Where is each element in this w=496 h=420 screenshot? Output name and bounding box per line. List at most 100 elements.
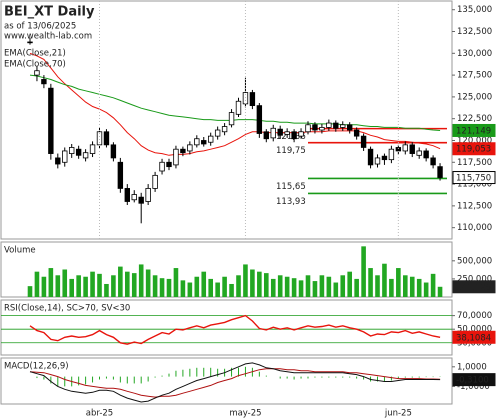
volume-bar — [333, 282, 339, 297]
candle-body — [75, 148, 82, 156]
y-tick-label: 112,500 — [457, 201, 492, 211]
volume-bar — [229, 283, 234, 297]
candle-body — [69, 147, 75, 154]
candle-body — [34, 70, 40, 76]
y-tick-label: -1,0000 — [457, 382, 490, 392]
volume-bar — [361, 246, 366, 297]
volume-bar — [382, 263, 387, 297]
volume-bar — [396, 268, 401, 297]
volume-bar — [97, 273, 102, 297]
volume-bar — [264, 273, 269, 297]
volume-bar — [222, 276, 227, 297]
candle-body — [187, 144, 193, 152]
candle-body — [409, 144, 415, 154]
last-value-label: 141,129 — [456, 283, 491, 293]
volume-bar — [76, 275, 81, 297]
volume-bar — [305, 275, 311, 297]
volume-bar — [118, 266, 123, 297]
candle-body — [402, 144, 408, 152]
volume-bar — [347, 271, 352, 297]
volume-bar — [48, 268, 54, 297]
candle-body — [395, 147, 402, 152]
volume-bar — [326, 276, 332, 297]
y-tick-label: 125,000 — [457, 92, 492, 102]
candle-body — [62, 150, 68, 163]
candle-body — [117, 161, 124, 189]
y-tick-label: 70,0000 — [457, 311, 492, 321]
line — [29, 314, 441, 345]
line — [29, 362, 441, 403]
candle-body — [256, 105, 263, 134]
volume-bar — [166, 278, 172, 297]
level-label: 113,93 — [276, 197, 306, 207]
y-tick-label: 1,0000 — [457, 362, 487, 372]
last-value-box — [452, 123, 496, 137]
y-tick-label: 122,500 — [457, 114, 492, 124]
candle-body — [159, 161, 165, 172]
volume-bar — [55, 275, 61, 297]
candle-body — [27, 41, 33, 44]
volume-bar — [416, 278, 422, 297]
candle-body — [96, 131, 103, 146]
volume-bar — [159, 278, 165, 297]
candle-body — [298, 131, 304, 137]
volume-bar — [201, 271, 207, 297]
level-label: 115,65 — [276, 182, 306, 192]
legend-entry: EMA(Close,70) — [4, 60, 66, 70]
volume-bar — [375, 275, 380, 297]
volume-bar — [430, 273, 436, 297]
y-tick-label: 135,000 — [457, 5, 492, 15]
candle-body — [201, 140, 207, 145]
volume-bar — [409, 276, 415, 297]
volume-bar — [319, 275, 325, 297]
candle-body — [367, 148, 374, 166]
candle-body — [374, 157, 381, 165]
candle-body — [360, 135, 367, 148]
volume-bar — [340, 275, 346, 297]
volume-bar — [250, 269, 255, 297]
candle-body — [221, 126, 228, 133]
last-value-box — [452, 373, 496, 387]
candle-body — [228, 112, 235, 126]
candle-body — [270, 127, 276, 139]
candle-body — [416, 150, 422, 156]
volume-bar — [27, 286, 33, 297]
volume-bar — [131, 273, 137, 297]
x-tick-label: may-25 — [229, 409, 261, 419]
line — [29, 368, 441, 398]
candle-body — [48, 87, 54, 154]
volume-bar — [312, 281, 318, 297]
x-tick-label: jun-25 — [384, 409, 412, 419]
last-value-box — [452, 142, 496, 156]
candle-body — [333, 122, 339, 129]
candle-body — [166, 161, 172, 168]
volume-bar — [354, 278, 359, 297]
candle-body — [277, 128, 283, 136]
candle-body — [284, 131, 290, 135]
volume-bar — [69, 278, 74, 297]
volume-bar — [284, 276, 290, 297]
panel-title: MACD(12,26,9) — [4, 362, 69, 372]
candle-body — [235, 100, 242, 115]
volume-bar — [270, 278, 276, 297]
y-tick-label: 117,500 — [457, 158, 492, 168]
y-tick-label: 500,000 — [457, 256, 492, 266]
volume-bar — [125, 271, 130, 297]
volume-bar — [194, 276, 200, 297]
volume-bar — [423, 282, 429, 297]
volume-bar — [291, 278, 297, 297]
y-tick-label: 132,500 — [457, 27, 492, 37]
candle-body — [89, 144, 96, 154]
candle-body — [346, 124, 353, 131]
candle-body — [423, 150, 429, 159]
panel-title: Volume — [4, 246, 36, 256]
candle-body — [430, 157, 436, 166]
candle-body — [326, 122, 332, 128]
candle-body — [124, 188, 130, 202]
candle-body — [152, 174, 158, 189]
candle-body — [138, 196, 144, 204]
candle-body — [82, 152, 89, 159]
candle-body — [55, 157, 61, 165]
volume-bar — [62, 269, 68, 297]
